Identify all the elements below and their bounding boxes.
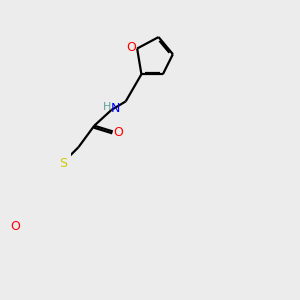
Text: S: S — [59, 157, 67, 170]
Text: H: H — [103, 102, 112, 112]
Text: O: O — [10, 220, 20, 233]
Text: N: N — [110, 102, 120, 115]
Text: O: O — [126, 40, 136, 54]
Text: O: O — [113, 126, 123, 139]
